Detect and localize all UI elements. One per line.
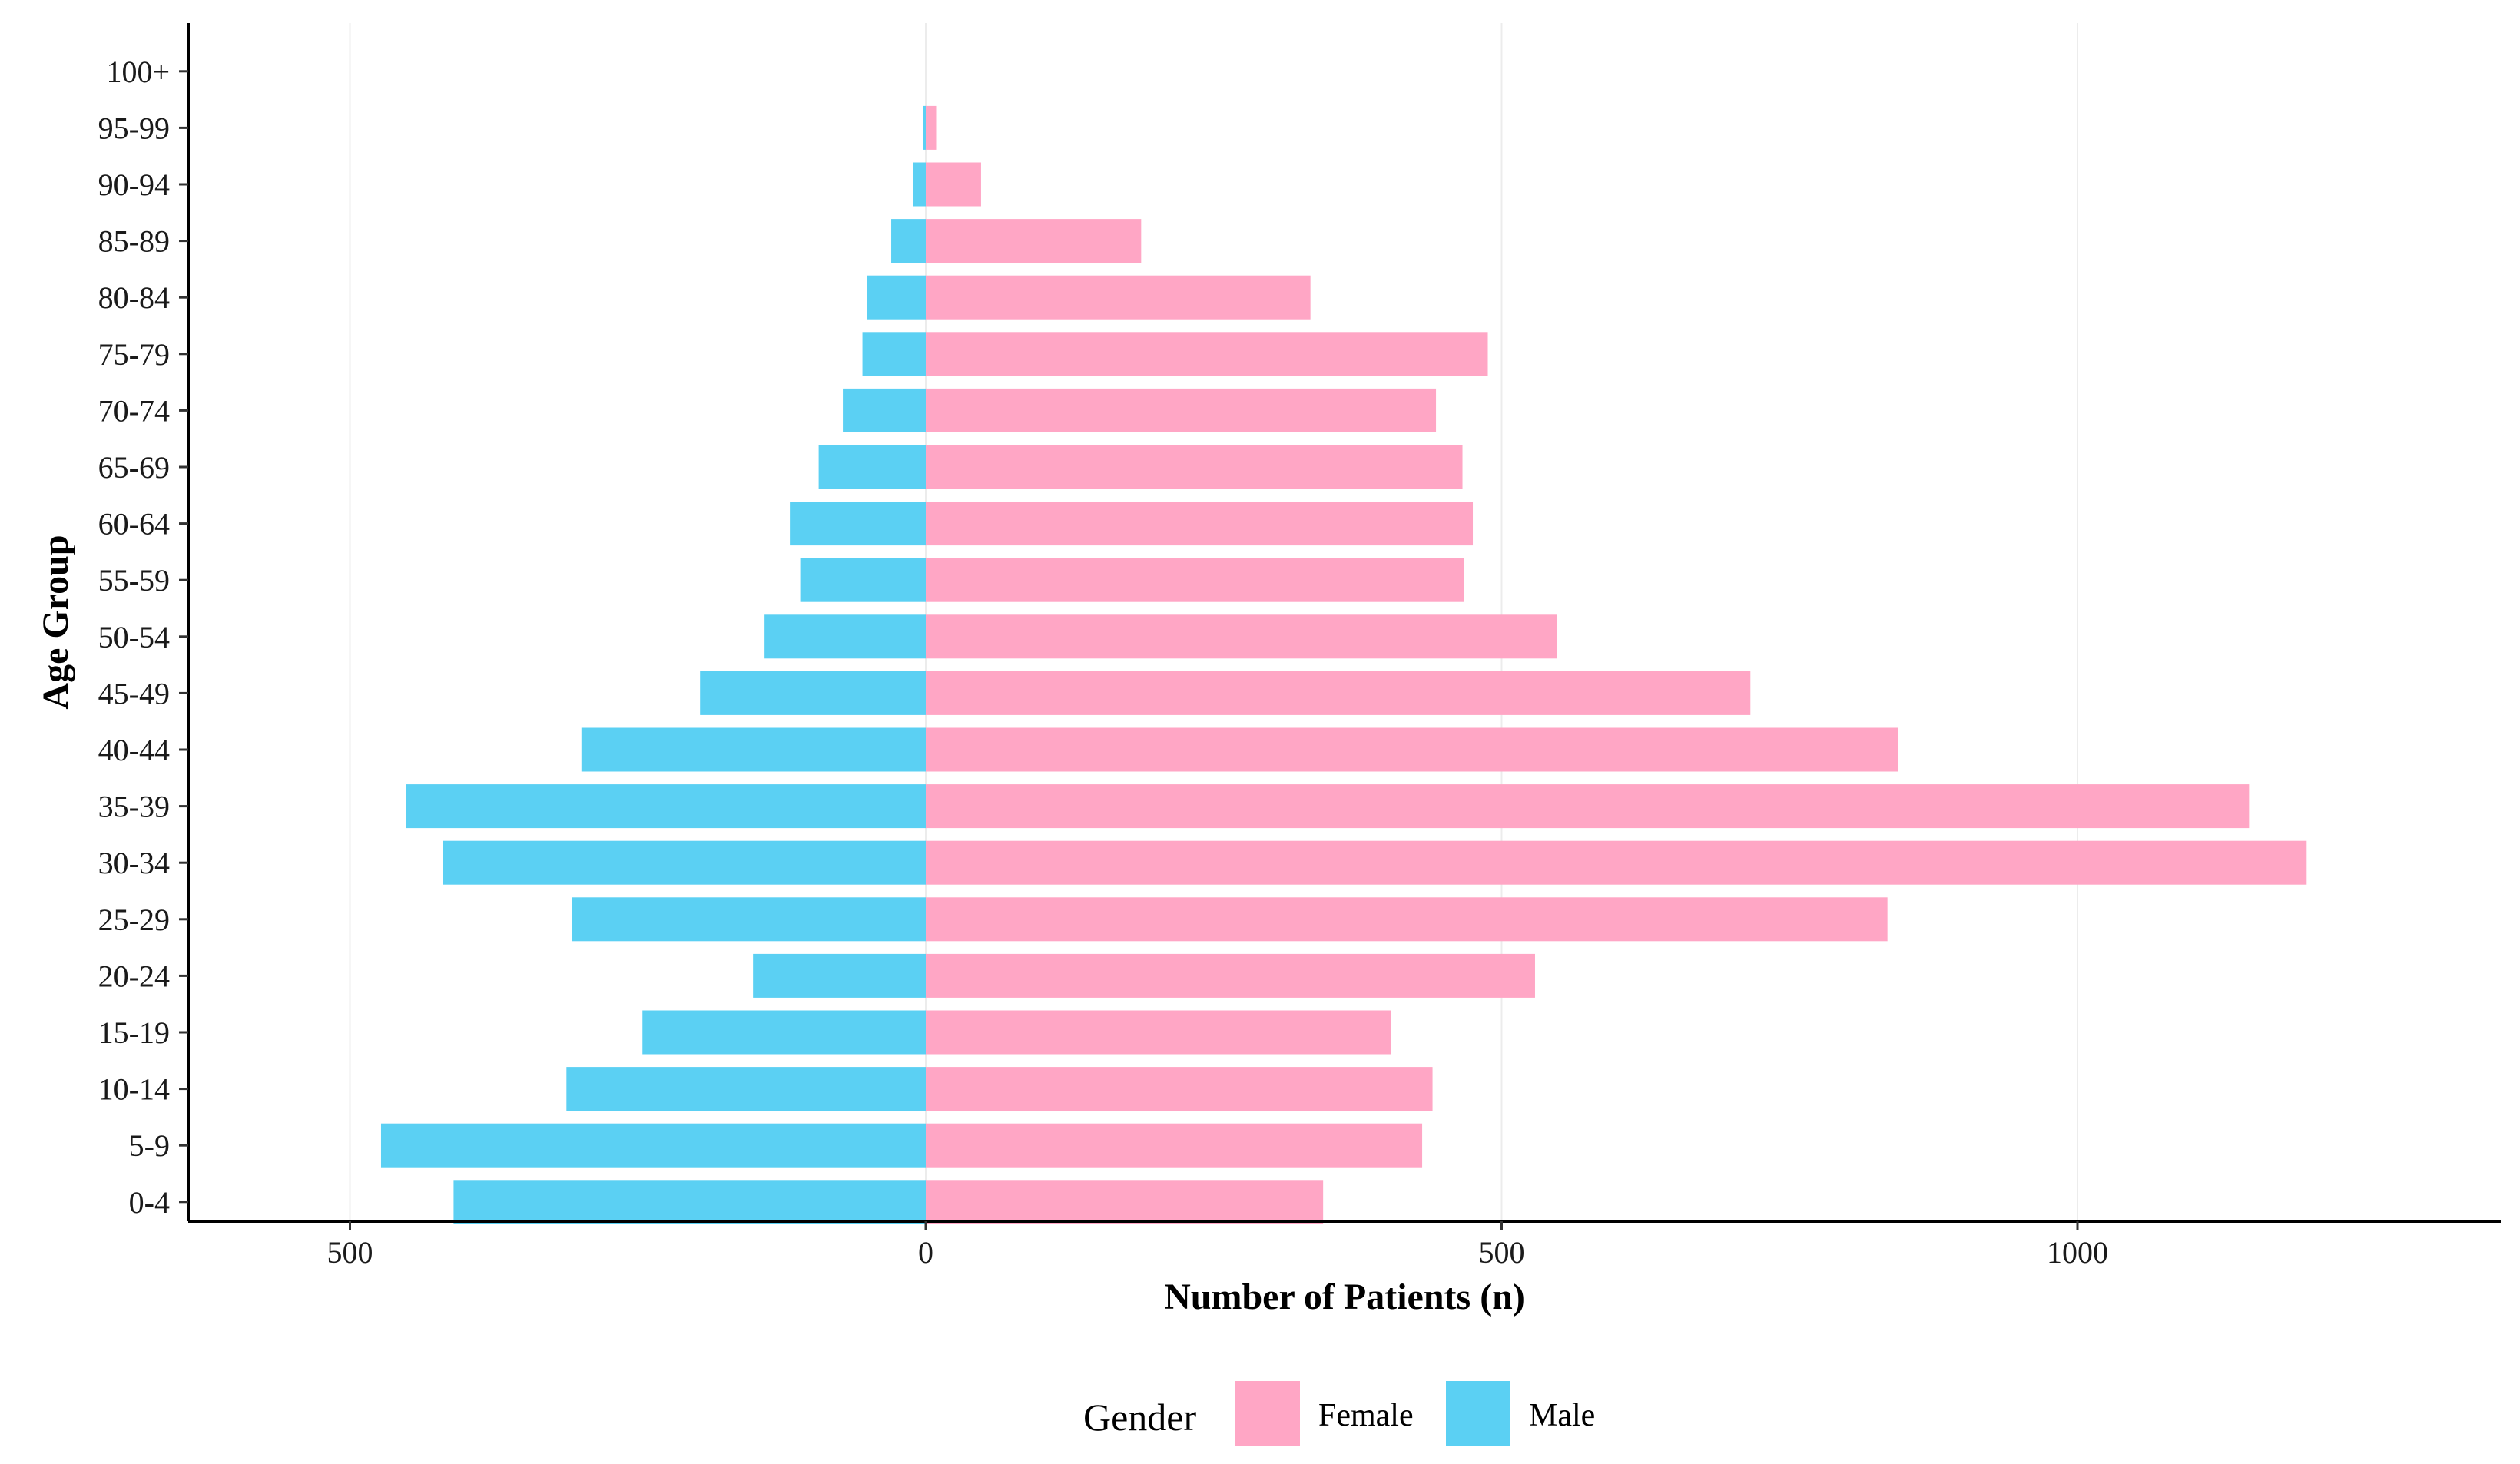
bar-female-90-94 [926, 162, 981, 207]
bar-female-20-24 [926, 953, 1535, 998]
y-tick-label: 30-34 [98, 846, 170, 880]
bar-female-50-54 [926, 614, 1557, 659]
bar-female-75-79 [926, 332, 1488, 376]
bar-female-45-49 [926, 671, 1751, 715]
y-tick-label: 60-64 [98, 507, 170, 542]
x-tick-label: 0 [918, 1235, 933, 1270]
bar-male-80-84 [867, 275, 926, 320]
y-tick-label: 75-79 [98, 337, 170, 372]
bar-male-90-94 [913, 162, 926, 207]
bar-male-70-74 [843, 388, 926, 432]
y-tick-label: 10-14 [98, 1072, 170, 1107]
bar-male-0-4 [453, 1180, 926, 1224]
bar-male-40-44 [581, 727, 926, 772]
bar-male-60-64 [790, 502, 926, 546]
y-tick-label: 95-99 [98, 111, 170, 145]
y-tick-label: 40-44 [98, 733, 170, 767]
bar-male-85-89 [891, 219, 926, 263]
x-tick-labels: 500 0 500 1000 [327, 1235, 2109, 1270]
y-tick-label: 0-4 [129, 1185, 170, 1220]
axes [179, 23, 2501, 1230]
legend: Gender Female Male [1083, 1381, 1595, 1446]
y-tick-label: 35-39 [98, 790, 170, 824]
bar-female-85-89 [926, 219, 1142, 263]
legend-label-male: Male [1529, 1398, 1595, 1433]
bar-male-35-39 [406, 784, 926, 829]
bar-male-30-34 [443, 840, 926, 885]
y-tick-label: 65-69 [98, 450, 170, 485]
bar-female-60-64 [926, 502, 1474, 546]
bar-female-40-44 [926, 727, 1898, 772]
bar-female-55-59 [926, 558, 1464, 602]
bar-female-65-69 [926, 445, 1463, 489]
bar-female-10-14 [926, 1067, 1433, 1111]
y-tick-label: 100+ [106, 55, 170, 89]
y-tick-label: 20-24 [98, 959, 170, 993]
bar-male-45-49 [700, 671, 926, 715]
x-axis-title: Number of Patients (n) [1164, 1277, 1525, 1317]
legend-key-male [1446, 1381, 1510, 1446]
bar-male-50-54 [764, 614, 926, 659]
bar-female-80-84 [926, 275, 1311, 320]
y-tick-label: 5-9 [129, 1128, 170, 1163]
legend-title: Gender [1083, 1396, 1196, 1439]
y-axis-title: Age Group [35, 535, 76, 709]
y-tick-label: 85-89 [98, 224, 170, 259]
y-tick-label: 45-49 [98, 676, 170, 710]
bar-male-75-79 [862, 332, 926, 376]
bar-female-0-4 [926, 1180, 1324, 1224]
bar-male-95-99 [923, 105, 926, 150]
bar-female-35-39 [926, 784, 2250, 829]
bar-male-5-9 [380, 1123, 926, 1168]
bars [380, 105, 2307, 1224]
bar-male-65-69 [818, 445, 926, 489]
y-tick-label: 55-59 [98, 563, 170, 598]
y-tick-label: 50-54 [98, 620, 170, 654]
bar-female-30-34 [926, 840, 2307, 885]
bar-female-95-99 [926, 105, 937, 150]
legend-label-female: Female [1318, 1398, 1414, 1433]
y-tick-label: 70-74 [98, 393, 170, 428]
x-tick-label: 500 [327, 1235, 373, 1270]
y-tick-label: 15-19 [98, 1015, 170, 1050]
y-tick-labels: 0-4 5-9 10-14 15-19 20-24 25-29 30-34 35-39 40-4… [98, 55, 170, 1220]
bar-female-5-9 [926, 1123, 1423, 1168]
bar-male-55-59 [800, 558, 926, 602]
x-tick-label: 500 [1479, 1235, 1525, 1270]
bar-male-15-19 [642, 1010, 926, 1055]
bar-male-10-14 [566, 1067, 926, 1111]
bar-female-70-74 [926, 388, 1437, 432]
y-tick-label: 90-94 [98, 167, 170, 202]
y-tick-label: 80-84 [98, 280, 170, 315]
bar-male-20-24 [753, 953, 926, 998]
bar-male-25-29 [572, 897, 926, 942]
y-tick-label: 25-29 [98, 903, 170, 937]
legend-key-female [1235, 1381, 1300, 1446]
x-tick-label: 1000 [2047, 1235, 2108, 1270]
bar-female-15-19 [926, 1010, 1391, 1055]
bar-female-25-29 [926, 897, 1888, 942]
